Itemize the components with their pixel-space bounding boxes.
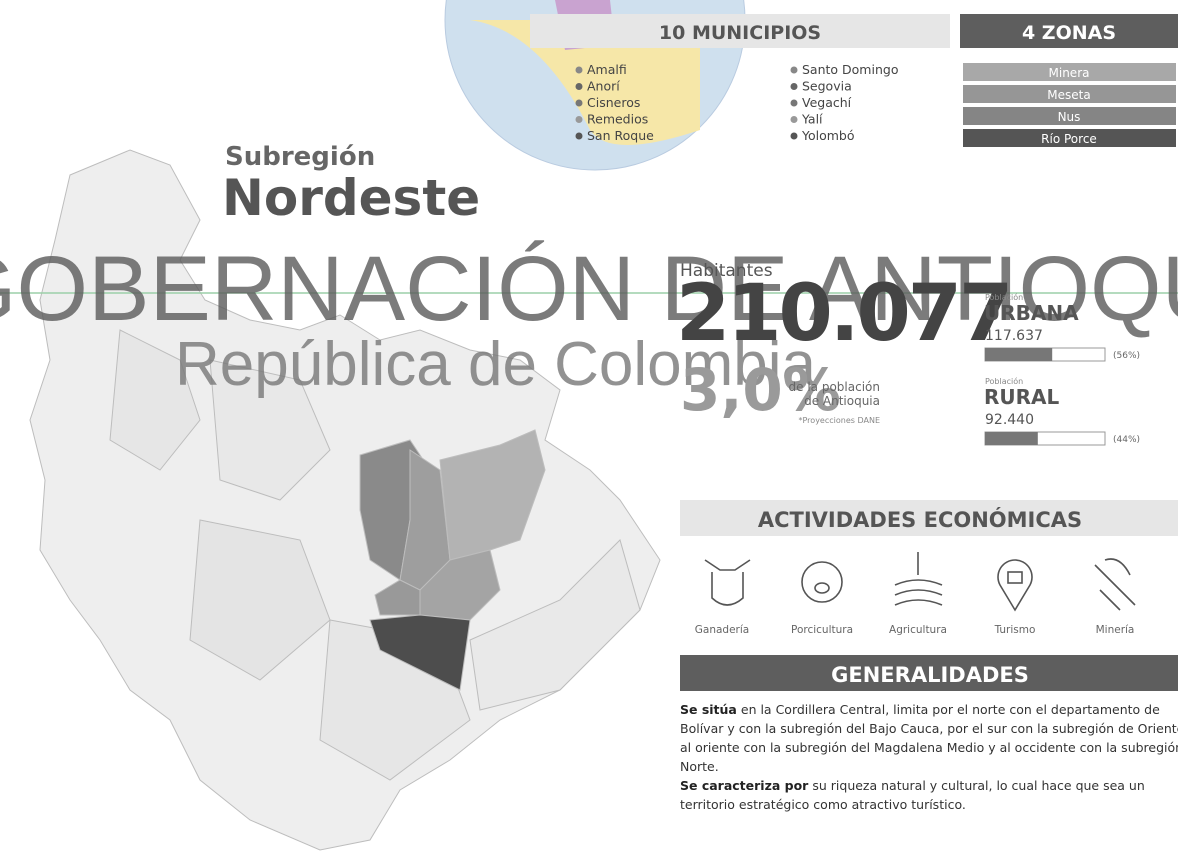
- pop-caption: Población: [985, 376, 1023, 386]
- icon-agricultura: [894, 552, 943, 606]
- generalidades-text: Se sitúa en la Cordillera Central, limita…: [680, 700, 1178, 814]
- map-region: [209, 359, 331, 501]
- actividad: Porcicultura: [791, 624, 853, 636]
- bullet: [575, 83, 583, 90]
- icon-ganaderia: [704, 559, 751, 606]
- map-nordeste-rio-porce: [369, 614, 471, 691]
- actividad: Ganadería: [695, 624, 749, 636]
- watermark-line1: GOBERNACIÓN DE ANTIOQUIA: [0, 238, 1178, 340]
- paragraph-text: en la Cordillera Central, limita por el …: [680, 702, 1178, 774]
- paragraph: Se sitúa en la Cordillera Central, limita…: [680, 700, 1178, 776]
- municipio: Anorí: [587, 79, 620, 94]
- paragraph: Se caracteriza por su riqueza natural y c…: [680, 776, 1178, 814]
- map-region: [109, 329, 201, 471]
- icon-mineria: [1094, 558, 1136, 611]
- paragraph-text: su riqueza natural y cultural, lo cual h…: [680, 778, 1145, 812]
- bullet: [575, 66, 583, 74]
- pop-name: URBANA: [984, 301, 1079, 325]
- municipios-band: [530, 14, 950, 48]
- pop-name: RURAL: [984, 385, 1060, 409]
- municipios-title: 10 MUNICIPIOS: [659, 22, 821, 44]
- municipio: Vegachí: [802, 95, 852, 110]
- zona: Meseta: [1047, 88, 1090, 102]
- bullet: [790, 99, 798, 107]
- subtitle: Subregión: [225, 142, 375, 172]
- zona-band: [963, 107, 1176, 125]
- icon-porcicultura: [801, 561, 843, 603]
- pop-value: 117.637: [985, 328, 1043, 344]
- icon-porcicultura-snout: [814, 582, 830, 594]
- municipio: Yalí: [801, 112, 823, 127]
- zonas-title: 4 ZONAS: [1022, 22, 1116, 44]
- paragraph-lead: Se caracteriza por: [680, 778, 809, 793]
- bullet: [790, 132, 798, 140]
- share: 3,0%: [680, 356, 841, 424]
- habitantes-label: Habitantes: [680, 261, 773, 281]
- municipio: Santo Domingo: [802, 62, 898, 77]
- pop-percent: (56%): [1113, 351, 1140, 361]
- pop-bar: [985, 348, 1053, 361]
- zona-band: [963, 85, 1176, 103]
- bullet: [575, 116, 583, 123]
- actividad: Minería: [1096, 624, 1135, 636]
- actividades-title: ACTIVIDADES ECONÓMICAS: [758, 507, 1082, 532]
- illustration-sand: [470, 20, 700, 145]
- municipio: Amalfi: [587, 62, 627, 77]
- pop-value: 92.440: [985, 412, 1034, 428]
- zona-band: [963, 63, 1176, 81]
- zona: Nus: [1058, 110, 1081, 124]
- map-region: [189, 519, 331, 681]
- generalidades-band: [680, 655, 1178, 691]
- zona: Minera: [1049, 66, 1090, 80]
- municipio: Segovia: [802, 79, 852, 94]
- actividades-band: [680, 500, 1178, 536]
- pop-percent: (44%): [1113, 435, 1140, 445]
- map-nordeste-yolombo: [374, 579, 421, 616]
- source: *Proyecciones DANE: [799, 416, 881, 425]
- actividad: Agricultura: [889, 624, 947, 636]
- zonas-list: Minera Meseta Nus Río Porce: [963, 63, 1176, 147]
- municipio: Remedios: [587, 112, 648, 127]
- paragraph-lead: Se sitúa: [680, 702, 737, 717]
- zonas-band: [960, 14, 1178, 48]
- municipio: San Roque: [587, 128, 654, 143]
- watermark-line2: República de Colombia: [175, 330, 817, 399]
- actividades-list: Ganadería Porcicultura Agricultura Turismo M…: [695, 624, 1135, 636]
- actividad: Turismo: [994, 624, 1036, 636]
- habitantes-total: 210.077: [676, 269, 1010, 359]
- icon-turismo: [997, 559, 1033, 612]
- zona-band: [963, 129, 1176, 147]
- municipio: Yolombó: [801, 128, 855, 143]
- share-text: de Antioquia: [804, 394, 880, 408]
- bullet: [790, 83, 798, 90]
- bullet: [790, 116, 798, 123]
- population-split: PoblaciónURBANA117.637(56%)PoblaciónRURA…: [984, 292, 1140, 446]
- municipio: Cisneros: [587, 95, 640, 110]
- map-region: [469, 539, 641, 711]
- bullet: [790, 66, 798, 74]
- map: [29, 149, 661, 851]
- bullet: [575, 132, 583, 140]
- icon-turismo-camera: [1007, 571, 1023, 584]
- share-text: de la población: [789, 380, 880, 394]
- generalidades-title: GENERALIDADES: [831, 663, 1029, 687]
- title: Nordeste: [222, 169, 480, 227]
- pop-bar: [985, 432, 1038, 445]
- pop-caption: Población: [985, 292, 1023, 302]
- zona: Río Porce: [1041, 132, 1097, 146]
- activity-icons: [704, 552, 1136, 612]
- bullet: [575, 99, 583, 107]
